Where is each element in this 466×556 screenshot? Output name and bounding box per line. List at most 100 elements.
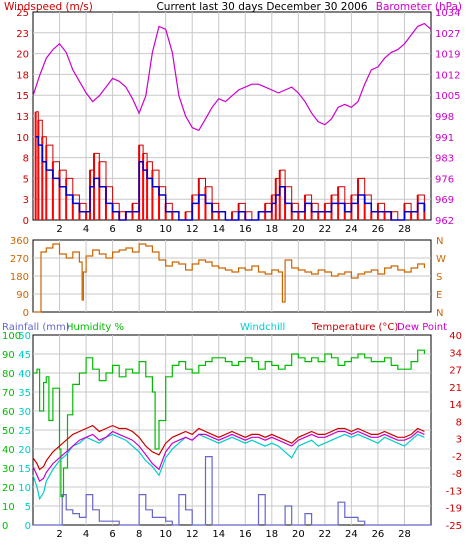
compass-tick-label: N: [436, 308, 443, 319]
x-tick-label: 6: [109, 224, 115, 235]
temperature-tick-label: 40: [449, 331, 462, 342]
barometer-tick-label: 991: [435, 133, 454, 144]
rainfall-tick-label: 10: [18, 483, 31, 494]
barometer-tick-label: 962: [435, 216, 454, 227]
humidity-line: [33, 349, 425, 498]
x-tick-label: 12: [186, 224, 199, 235]
x-tick-label: 26: [372, 224, 385, 235]
humidity-tick-label: 100: [2, 331, 21, 342]
rainfall-tick-label: 25: [18, 426, 31, 437]
x-tick-label: 24: [345, 224, 358, 235]
x-tick-label: 22: [318, 529, 331, 540]
rainfall-tick-label: 35: [18, 388, 31, 399]
barometer-tick-label: 998: [435, 112, 454, 123]
x-tick-label: 2: [56, 529, 62, 540]
x-tick-label: 4: [83, 529, 89, 540]
humidity-axis-title: Humidity %: [66, 322, 124, 333]
wind-direction-tick-label: 360: [10, 236, 29, 247]
windspeed-tick-label: 20: [16, 50, 29, 61]
windspeed-tick-label: 25: [16, 8, 29, 19]
x-tick-label: 6: [109, 529, 115, 540]
wind-direction-tick-label: 270: [10, 254, 29, 265]
humidity-tick-label: 0: [2, 521, 8, 532]
windspeed-tick-label: 10: [16, 133, 29, 144]
rainfall-tick-label: 0: [25, 521, 31, 532]
humidity-tick-label: 30: [2, 464, 15, 475]
barometer-tick-label: 983: [435, 154, 454, 165]
x-tick-label: 4: [83, 224, 89, 235]
windspeed-axis-title: Windspeed (m/s): [4, 1, 93, 13]
barometer-tick-label: 969: [435, 195, 454, 206]
dewpoint-label: Dew Point: [397, 322, 447, 333]
wind-direction-tick-label: 180: [10, 272, 29, 283]
dewpoint-line: [32, 430, 425, 483]
x-tick-label: 20: [292, 224, 305, 235]
humidity-tick-label: 80: [2, 369, 15, 380]
temperature-tick-label: 21: [449, 383, 462, 394]
barometer-tick-label: 976: [435, 174, 454, 185]
humidity-tick-label: 10: [2, 502, 15, 513]
barometer-tick-label: 1034: [435, 8, 460, 19]
rainfall-line: [33, 456, 431, 526]
x-tick-label: 24: [345, 529, 358, 540]
wind-direction-tick-label: 0: [23, 308, 29, 319]
x-tick-label: 18: [265, 529, 278, 540]
temperature-tick-label: -8: [452, 469, 462, 480]
x-tick-label: 8: [136, 224, 142, 235]
rainfall-tick-label: 5: [25, 502, 31, 513]
humidity-tick-label: 50: [2, 426, 15, 437]
wind-direction-tick-label: 90: [16, 290, 29, 301]
barometer-axis-title: Barometer (hPa): [376, 1, 462, 13]
x-tick-label: 10: [159, 224, 172, 235]
windspeed-tick-label: 18: [16, 70, 29, 81]
temperature-tick-label: -13: [446, 486, 462, 497]
x-tick-label: 22: [318, 224, 331, 235]
windspeed-tick-label: 5: [23, 174, 29, 185]
rainfall-tick-label: 40: [18, 369, 31, 380]
windspeed-tick-label: 8: [23, 154, 29, 165]
windchill-line: [32, 433, 425, 501]
barometer-tick-label: 1019: [435, 50, 460, 61]
temperature-tick-label: -2: [452, 452, 462, 463]
windspeed-tick-label: 15: [16, 91, 29, 102]
rainfall-tick-label: 45: [18, 350, 31, 361]
windspeed-tick-label: 23: [16, 29, 29, 40]
rainfall-tick-label: 15: [18, 464, 31, 475]
x-tick-label: 2: [56, 224, 62, 235]
humidity-tick-label: 90: [2, 350, 15, 361]
temperature-tick-label: 8: [456, 417, 462, 428]
humidity-tick-label: 60: [2, 407, 15, 418]
windchill-label: Windchill: [240, 322, 285, 333]
x-tick-label: 18: [265, 224, 278, 235]
windspeed-tick-label: 0: [23, 216, 29, 227]
temperature-tick-label: -19: [446, 504, 462, 515]
temperature-tick-label: 34: [449, 348, 462, 359]
x-tick-label: 10: [159, 529, 172, 540]
compass-tick-label: N: [436, 236, 443, 247]
x-tick-label: 16: [239, 529, 252, 540]
compass-tick-label: E: [436, 290, 442, 301]
windspeed-average-line: [35, 136, 426, 221]
chart-title: Current last 30 days December 30 2006: [156, 1, 367, 13]
rainfall-tick-label: 20: [18, 445, 31, 456]
x-tick-label: 28: [398, 224, 411, 235]
barometer-tick-label: 1012: [435, 70, 460, 81]
humidity-tick-label: 40: [2, 445, 15, 456]
temperature-line: [32, 424, 425, 471]
humidity-tick-label: 20: [2, 483, 15, 494]
x-tick-label: 16: [239, 224, 252, 235]
compass-tick-label: W: [436, 254, 446, 265]
barometer-line: [32, 22, 432, 132]
rainfall-axis-title: Rainfall (mm): [2, 322, 70, 333]
x-tick-label: 12: [186, 529, 199, 540]
windspeed-tick-label: 13: [16, 112, 29, 123]
wind-direction-line: [33, 243, 425, 313]
x-tick-label: 28: [398, 529, 411, 540]
x-tick-label: 14: [212, 529, 225, 540]
temperature-tick-label: 27: [449, 366, 462, 377]
temperature-axis-title: Temperature (°C): [311, 322, 398, 333]
barometer-tick-label: 1027: [435, 29, 460, 40]
temperature-tick-label: 14: [449, 400, 462, 411]
x-tick-label: 20: [292, 529, 305, 540]
